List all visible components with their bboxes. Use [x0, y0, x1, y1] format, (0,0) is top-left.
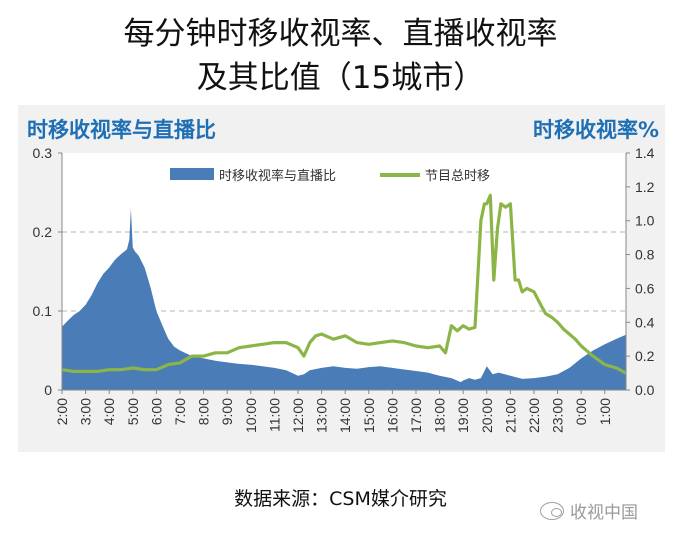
legend-label-area: 时移收视率与直播比: [219, 168, 336, 184]
x-tick-label: 21:00: [502, 398, 518, 433]
right-tick-label: 0.2: [635, 348, 655, 364]
left-tick-label: 0.1: [33, 303, 53, 319]
x-tick-label: 15:00: [361, 398, 377, 433]
x-tick-label: 1:00: [597, 398, 613, 425]
chart-title-line2: 及其比值（15城市）: [196, 60, 485, 96]
x-tick-label: 0:00: [573, 398, 589, 425]
x-tick-label: 16:00: [384, 398, 400, 433]
legend-label-line: 节目总时移: [425, 169, 490, 184]
x-tick-label: 6:00: [148, 398, 164, 425]
x-tick-label: 3:00: [78, 398, 94, 425]
right-tick-label: 1.0: [635, 213, 655, 229]
x-tick-label: 4:00: [101, 398, 117, 425]
right-tick-label: 1.4: [635, 145, 655, 161]
x-tick-label: 14:00: [337, 398, 353, 433]
x-tick-label: 19:00: [455, 398, 471, 433]
chart-title-line1: 每分钟时移收视率、直播收视率: [123, 16, 558, 52]
left-tick-label: 0: [44, 382, 52, 398]
series-line-total-timeshift: [61, 193, 627, 375]
combo-chart: 0 0.1 0.2 0.3 0.0 0.2 0.4 0.6 0.8 1.0 1.2 1.4 2:00 3:…: [33, 145, 655, 433]
right-tick-label: 0.8: [635, 247, 655, 263]
watermark: 收视中国: [540, 498, 638, 523]
wechat-icon: [540, 501, 564, 520]
right-tick-label: 0.0: [635, 382, 655, 398]
x-tick-label: 11:00: [266, 398, 282, 432]
x-tick-label: 23:00: [550, 398, 566, 433]
x-tick-label: 9:00: [219, 398, 235, 425]
right-tick-label: 0.4: [635, 314, 655, 330]
series-area-ratio: [62, 208, 626, 390]
right-tick-label: 1.2: [635, 179, 655, 195]
x-tick-label: 2:00: [54, 398, 70, 425]
left-tick-label: 0.3: [33, 145, 53, 161]
x-tick-label: 17:00: [408, 398, 424, 433]
x-tick-label: 7:00: [172, 398, 188, 425]
right-tick-label: 0.6: [635, 280, 655, 296]
right-axis-title: 时移收视率%: [532, 118, 659, 142]
x-tick-label: 22:00: [526, 398, 542, 433]
x-tick-label: 8:00: [196, 398, 212, 425]
x-tick-label: 12:00: [290, 398, 306, 433]
left-axis-title: 时移收视率与直播比: [27, 118, 216, 142]
x-tick-label: 13:00: [314, 398, 330, 433]
x-tick-label: 18:00: [432, 398, 448, 433]
x-tick-label: 20:00: [479, 398, 495, 433]
legend-swatch-area: [170, 168, 214, 180]
x-tick-label: 5:00: [125, 398, 141, 425]
watermark-text: 收视中国: [570, 503, 638, 523]
data-source-note: 数据来源：CSM媒介研究: [234, 488, 447, 510]
x-tick-label: 10:00: [243, 398, 259, 433]
left-tick-label: 0.2: [33, 224, 53, 240]
